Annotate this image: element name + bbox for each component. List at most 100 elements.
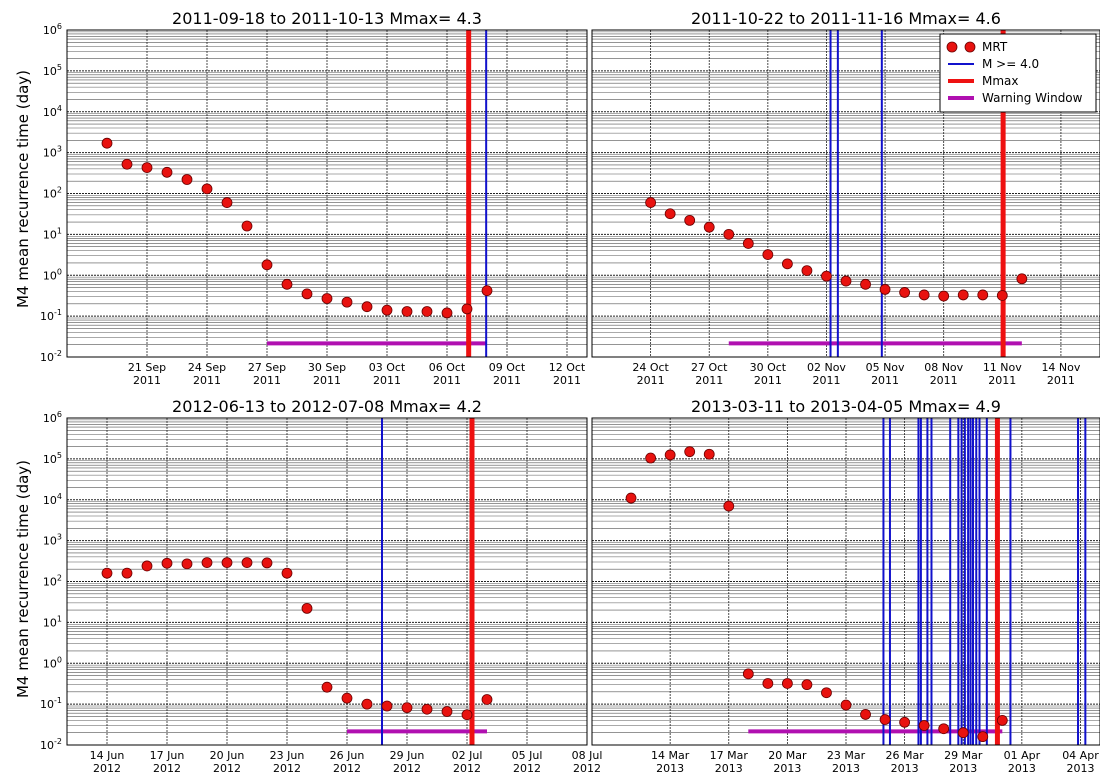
mrt-point: [899, 716, 911, 728]
x-tick-label: 04 Apr: [1062, 749, 1099, 762]
x-tick-year: 2011: [133, 374, 161, 387]
mrt-point: [781, 258, 793, 270]
y-tick-exponent: 6: [57, 410, 62, 419]
x-tick-year: 2012: [573, 762, 601, 775]
mrt-point: [840, 699, 852, 711]
y-tick-base: 10: [40, 698, 54, 711]
mrt-point: [703, 221, 715, 233]
y-tick-label: 100: [43, 267, 62, 282]
mrt-point: [321, 681, 333, 693]
mrt-point: [723, 228, 735, 240]
y-tick-label: 100: [43, 655, 62, 670]
mrt-point: [996, 290, 1008, 301]
mrt-point: [977, 289, 989, 301]
mrt-point: [801, 679, 813, 691]
y-tick-label: 101: [43, 614, 62, 629]
mrt-point: [161, 166, 173, 178]
mrt-point: [441, 706, 453, 717]
mrt-point: [781, 678, 793, 689]
mrt-point: [645, 452, 657, 464]
chart-panel-4: 2013-03-11 to 2013-04-05 Mmax= 4.9 14 Mar…: [591, 397, 1100, 775]
legend-marker: [946, 41, 958, 53]
mrt-point: [121, 158, 133, 170]
y-tick-exponent: -1: [54, 696, 62, 705]
x-tick-label: 14 Nov: [1041, 361, 1080, 374]
mrt-point: [421, 306, 433, 317]
y-tick-label: 103: [43, 145, 62, 160]
x-tick-label: 05 Nov: [866, 361, 905, 374]
x-tick-label: 17 Jun: [150, 749, 185, 762]
mrt-point: [141, 560, 153, 572]
mrt-point: [361, 301, 373, 313]
y-tick-base: 10: [43, 657, 57, 670]
x-tick-label: 30 Sep: [308, 361, 346, 374]
mrt-point: [742, 668, 754, 680]
mrt-point: [645, 197, 657, 208]
mrt-point: [221, 557, 233, 568]
x-tick-label: 17 Mar: [710, 749, 749, 762]
y-tick-base: 10: [43, 228, 57, 241]
panel-content: [625, 418, 1087, 745]
x-tick-label: 03 Oct: [369, 361, 406, 374]
x-tick-label: 23 Mar: [827, 749, 866, 762]
y-tick-exponent: 1: [57, 614, 62, 623]
mrt-point: [261, 557, 273, 569]
x-tick-year: 2013: [891, 762, 919, 775]
mrt-point: [241, 557, 253, 568]
y-tick-exponent: -2: [54, 349, 62, 358]
mrt-point: [341, 692, 353, 704]
x-tick-year: 2011: [930, 374, 958, 387]
mrt-point: [664, 449, 676, 461]
y-tick-label: 104: [43, 104, 62, 119]
mrt-point: [481, 285, 493, 297]
x-tick-label: 01 Apr: [1004, 749, 1041, 762]
mrt-point: [101, 137, 113, 149]
x-tick-year: 2011: [812, 374, 840, 387]
y-tick-base: 10: [40, 739, 54, 752]
mrt-point: [879, 714, 891, 725]
plot-frame: [591, 417, 1100, 746]
mrt-point: [241, 220, 253, 232]
legend-label: Warning Window: [982, 91, 1083, 105]
y-tick-label: 105: [43, 451, 62, 466]
mrt-point: [321, 293, 333, 304]
mrt-point: [281, 278, 293, 290]
x-tick-label: 30 Oct: [750, 361, 787, 374]
chart-title: 2011-10-22 to 2011-11-16 Mmax= 4.6: [691, 9, 1001, 28]
mrt-point: [221, 197, 233, 208]
y-axis-label-bottom: M4 mean recurrence time (day): [14, 459, 32, 699]
mrt-point: [341, 296, 353, 308]
mrt-point: [762, 249, 774, 261]
mrt-point: [801, 265, 813, 276]
x-tick-label: 24 Oct: [632, 361, 669, 374]
y-tick-base: 10: [43, 147, 57, 160]
x-tick-label: 27 Sep: [248, 361, 286, 374]
x-tick-label: 02 Nov: [807, 361, 846, 374]
mrt-point: [461, 709, 473, 721]
y-tick-base: 10: [43, 535, 57, 548]
y-tick-exponent: 3: [57, 145, 62, 154]
x-tick-year: 2013: [1066, 762, 1094, 775]
y-tick-label: 106: [43, 22, 62, 37]
mrt-point: [977, 731, 989, 743]
x-tick-label: 05 Jul: [512, 749, 543, 762]
y-tick-exponent: 2: [57, 186, 62, 195]
mrt-point: [684, 446, 696, 458]
chart-panel-1: 2011-09-18 to 2011-10-13 Mmax= 4.310-210…: [40, 9, 588, 387]
y-tick-label: 10-2: [40, 349, 62, 364]
x-tick-label: 09 Oct: [489, 361, 526, 374]
x-tick-year: 2011: [553, 374, 581, 387]
x-tick-year: 2013: [773, 762, 801, 775]
mrt-point: [938, 723, 950, 735]
y-tick-label: 104: [43, 492, 62, 507]
x-tick-label: 06 Oct: [429, 361, 466, 374]
y-tick-exponent: 0: [57, 655, 62, 664]
mrt-point: [201, 183, 213, 195]
mrt-point: [381, 304, 393, 316]
x-tick-year: 2011: [695, 374, 723, 387]
mrt-point: [401, 306, 413, 317]
mrt-point: [821, 687, 832, 699]
mrt-point: [879, 284, 891, 295]
mrt-point: [957, 727, 969, 739]
mrt-point: [161, 557, 173, 569]
